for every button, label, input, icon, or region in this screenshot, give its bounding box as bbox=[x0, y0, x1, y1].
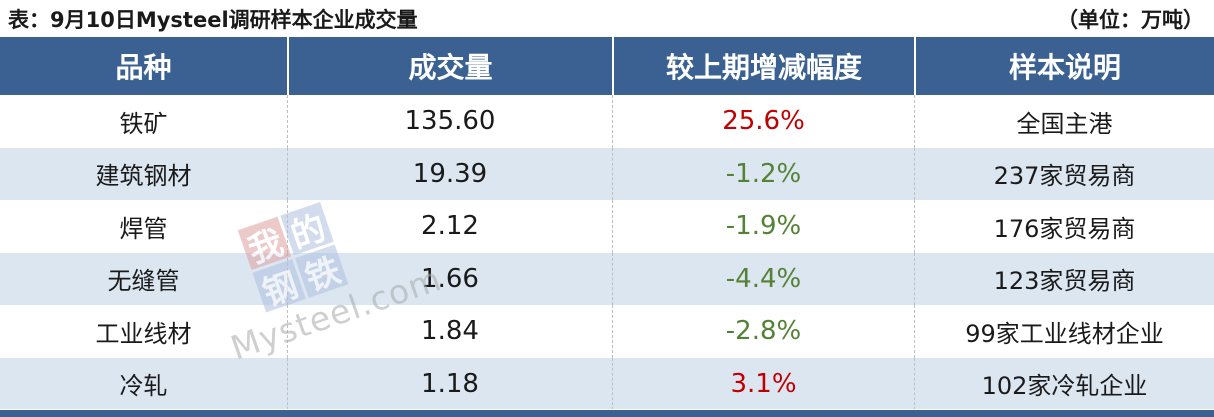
unit-label: （单位：万吨） bbox=[1057, 7, 1204, 32]
cell-volume: 19.39 bbox=[287, 147, 612, 200]
title-bar: 表：9月10日Mysteel调研样本企业成交量 （单位：万吨） bbox=[0, 0, 1214, 37]
cell-change: 3.1% bbox=[612, 357, 914, 410]
cell-volume: 1.84 bbox=[287, 305, 612, 358]
cell-variety: 建筑钢材 bbox=[95, 162, 192, 191]
bottom-accent-bar bbox=[0, 409, 1214, 417]
column-header-volume: 成交量 bbox=[287, 37, 612, 95]
table-row: 铁矿 135.60 25.6% 全国主港 bbox=[0, 95, 1214, 148]
cell-sample: 176家贸易商 bbox=[914, 200, 1214, 253]
cell-change: -1.2% bbox=[612, 147, 914, 200]
table-row: 无缝管 1.66 -4.4% 123家贸易商 bbox=[0, 252, 1214, 305]
cell-volume: 135.60 bbox=[287, 95, 612, 148]
column-header-sample: 样本说明 bbox=[914, 37, 1214, 95]
cell-variety: 无缝管 bbox=[107, 267, 180, 296]
column-header-variety: 品种 bbox=[115, 51, 172, 84]
table-row: 建筑钢材 19.39 -1.2% 237家贸易商 bbox=[0, 147, 1214, 200]
data-table: 品种 成交量 较上期增减幅度 样本说明 铁矿 135.60 25.6% 全国主港… bbox=[0, 37, 1214, 410]
cell-change: 25.6% bbox=[612, 95, 914, 148]
cell-sample: 237家贸易商 bbox=[914, 147, 1214, 200]
table-row: 冷轧 1.18 3.1% 102家冷轧企业 bbox=[0, 357, 1214, 410]
cell-sample: 99家工业线材企业 bbox=[914, 305, 1214, 358]
table-row: 焊管 2.12 -1.9% 176家贸易商 bbox=[0, 200, 1214, 253]
cell-volume: 2.12 bbox=[287, 200, 612, 253]
cell-sample: 全国主港 bbox=[914, 95, 1214, 148]
table-row: 工业线材 1.84 -2.8% 99家工业线材企业 bbox=[0, 305, 1214, 358]
cell-variety: 焊管 bbox=[119, 214, 168, 243]
page-title: 表：9月10日Mysteel调研样本企业成交量 bbox=[8, 7, 418, 32]
cell-change: -4.4% bbox=[612, 252, 914, 305]
table-header-row: 品种 成交量 较上期增减幅度 样本说明 bbox=[0, 37, 1214, 95]
cell-variety: 冷轧 bbox=[119, 372, 168, 401]
cell-sample: 123家贸易商 bbox=[914, 252, 1214, 305]
cell-variety: 铁矿 bbox=[119, 109, 168, 138]
cell-volume: 1.66 bbox=[287, 252, 612, 305]
cell-variety: 工业线材 bbox=[95, 319, 192, 348]
column-header-change: 较上期增减幅度 bbox=[612, 37, 914, 95]
cell-volume: 1.18 bbox=[287, 357, 612, 410]
cell-change: -1.9% bbox=[612, 200, 914, 253]
cell-sample: 102家冷轧企业 bbox=[914, 357, 1214, 410]
cell-change: -2.8% bbox=[612, 305, 914, 358]
